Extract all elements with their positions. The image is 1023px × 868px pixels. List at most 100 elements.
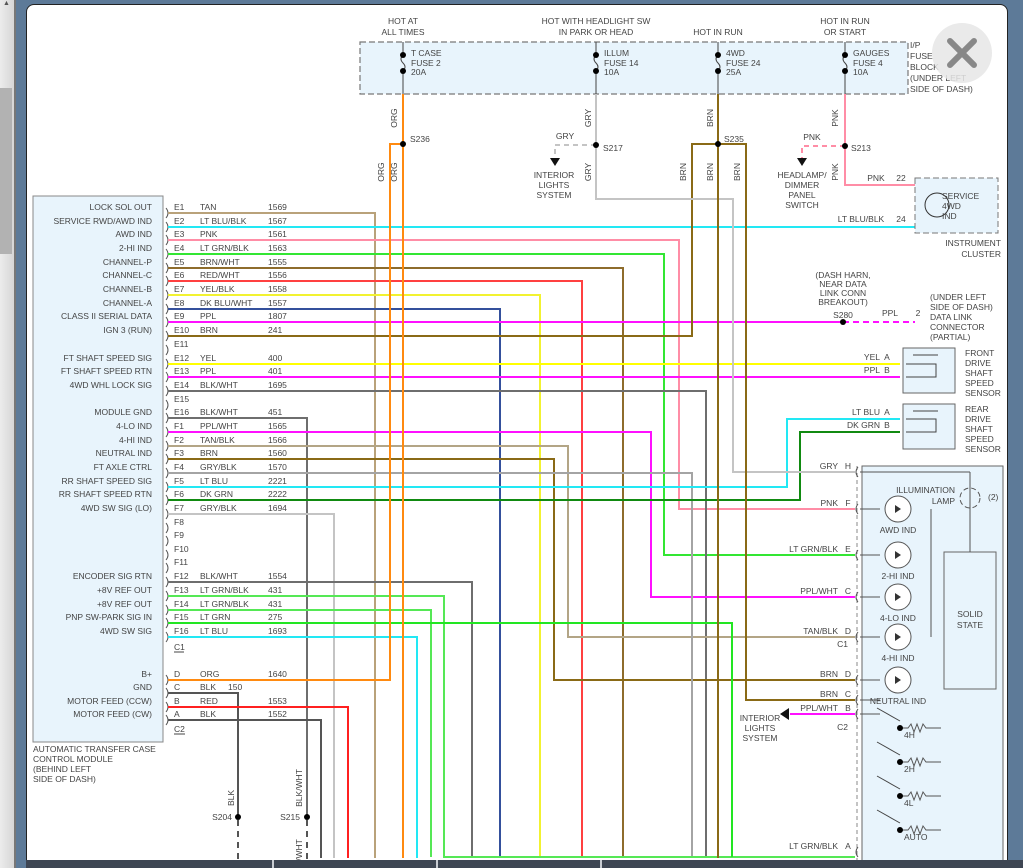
wire-label: ORG: [389, 162, 399, 181]
connector-terminal: [165, 481, 169, 493]
connector-terminal: [165, 385, 169, 397]
pin-number: F11: [174, 557, 188, 567]
dlc-label: SIDE OF DASH): [930, 302, 993, 312]
pin-number: 22: [896, 173, 906, 183]
circuit-number: 275: [268, 612, 282, 622]
connector-terminal: [855, 631, 859, 643]
sensor-label: SENSOR: [965, 388, 1001, 398]
connector-label-c2: C2: [837, 722, 848, 732]
pin-number: F16: [174, 626, 189, 636]
wire-color-code: LT GRN/BLK: [200, 243, 249, 253]
wire-f5: [168, 418, 900, 488]
pin-number: F1: [174, 421, 184, 431]
pin-number: E13: [174, 366, 189, 376]
wire-e10: [168, 143, 718, 337]
circuit-number: 2222: [268, 489, 287, 499]
pin-number: F2: [174, 435, 184, 445]
connector-terminal: [165, 330, 169, 342]
fuse-number: FUSE 14: [604, 58, 639, 68]
wire-color-code: LT GRN/BLK: [200, 585, 249, 595]
wire-e7: [168, 294, 541, 858]
connector-terminal: [165, 494, 169, 506]
wire-color-code: BRN: [200, 325, 218, 335]
connector-terminal: [165, 604, 169, 616]
fuse-name: GAUGES: [853, 48, 890, 58]
pin-function: ENCODER SIG RTN: [73, 571, 152, 581]
instrument-cluster-label: INSTRUMENT: [945, 238, 1001, 248]
wire-gry: [595, 94, 855, 473]
coil-icon: [906, 363, 937, 378]
circuit-number: 451: [268, 407, 282, 417]
led-label: 4-HI IND: [881, 653, 914, 663]
connector-terminal: [165, 316, 169, 328]
vertical-scrollbar[interactable]: ▲: [0, 0, 14, 868]
connector-terminal: [165, 590, 169, 602]
pin-function: +8V REF OUT: [97, 599, 152, 609]
sensor-label: REAR: [965, 404, 989, 414]
wire-label: BRN: [705, 163, 715, 181]
wire-color-code: RED: [200, 696, 218, 706]
wire-e1: [168, 212, 376, 858]
pin-letter: B: [845, 703, 851, 713]
coil-icon: [906, 418, 937, 433]
sensor-label: SHAFT: [965, 424, 993, 434]
wire-label: PPL/WHT: [800, 703, 838, 713]
headlamp-switch-label: HEADLAMP/: [777, 170, 827, 180]
close-button[interactable]: [932, 23, 992, 83]
circuit-number: 431: [268, 599, 282, 609]
wire-color-code: DK GRN: [200, 489, 233, 499]
wire-color-code: PPL: [200, 366, 216, 376]
connector-terminal: [165, 440, 169, 452]
pin-number: E7: [174, 284, 185, 294]
pin-function: 4WD SW SIG: [100, 626, 152, 636]
dlc-label: (PARTIAL): [930, 332, 970, 342]
fuse-block: [359, 41, 909, 95]
wire-f12: [168, 581, 473, 858]
connector-terminal: [165, 275, 169, 287]
wire-label: PNK: [830, 163, 840, 181]
connector-terminal: [165, 674, 169, 686]
lamp-label: ILLUMINATION: [896, 485, 955, 495]
pin-function: CHANNEL-C: [102, 270, 152, 280]
fuse-rating: 25A: [726, 67, 741, 77]
pin-function: RR SHAFT SPEED SIG: [61, 476, 152, 486]
wire-f16: [168, 636, 418, 858]
wire-f1: [168, 431, 855, 598]
wire-color-code: PPL/WHT: [200, 421, 238, 431]
wire-color-code: TAN/BLK: [200, 435, 235, 445]
splice-label: S236: [410, 134, 430, 144]
wire-f4: [168, 472, 693, 858]
interior-lights-label: SYSTEM: [743, 733, 778, 743]
pin-function: FT AXLE CTRL: [94, 462, 153, 472]
sensor-label: SPEED: [965, 378, 994, 388]
connector-terminal: [165, 535, 169, 547]
wire-label: GRY: [583, 109, 593, 128]
pin-function: MOTOR FEED (CW): [73, 709, 152, 719]
module-title: SIDE OF DASH): [33, 774, 96, 784]
fuse-header: HOT WITH HEADLIGHT SW: [542, 16, 651, 26]
pin-function: CHANNEL-A: [103, 298, 152, 308]
splice-note: BREAKOUT): [818, 297, 868, 307]
wire-color-code: TAN: [200, 202, 216, 212]
wire-e16: [168, 417, 308, 817]
circuit-number: 401: [268, 366, 282, 376]
fuse-number: FUSE 24: [726, 58, 761, 68]
scroll-up-arrow-icon[interactable]: ▲: [3, 0, 10, 7]
dlc-label: CONNECTOR: [930, 322, 985, 332]
pin-number: F10: [174, 544, 189, 554]
fuse-terminal: [842, 52, 848, 58]
splice-dot: [840, 319, 846, 325]
pin-number: E4: [174, 243, 185, 253]
pin-number: 2: [916, 308, 921, 318]
service-4wd-indicator-label: IND: [942, 211, 957, 221]
scrollbar-thumb[interactable]: [0, 88, 12, 254]
led-symbol: [895, 551, 901, 559]
interior-lights-label: SYSTEM: [537, 190, 572, 200]
switch-contact-icon: [876, 775, 901, 790]
wire-e14: [168, 390, 707, 858]
wire-label: BRN: [820, 689, 838, 699]
fuse-header: OR START: [824, 27, 866, 37]
headlamp-switch-label: SWITCH: [785, 200, 819, 210]
wire-brn: [718, 143, 855, 701]
wire-e8: [168, 308, 501, 858]
